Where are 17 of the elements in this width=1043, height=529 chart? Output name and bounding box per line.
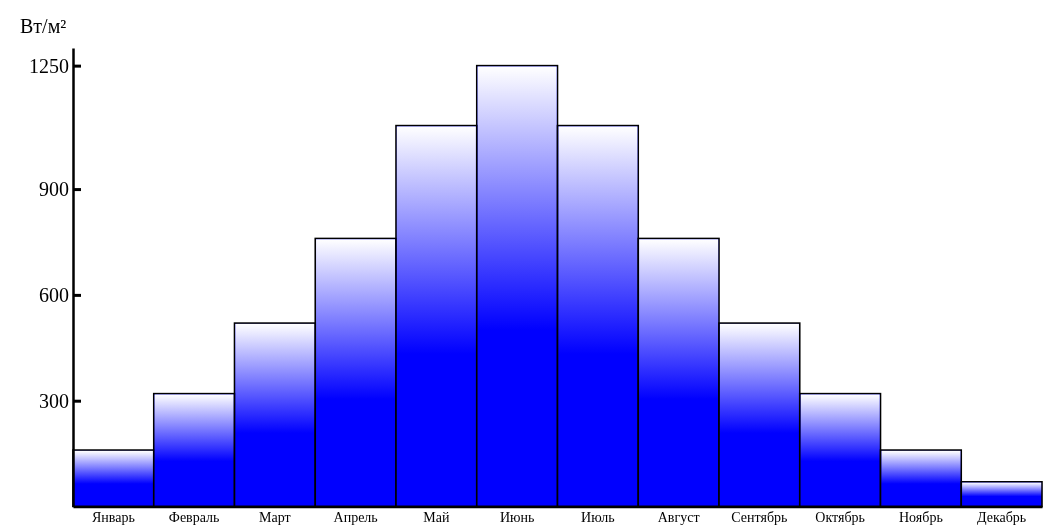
y-tick-label: 300 (39, 389, 69, 412)
y-tick-label: 600 (39, 283, 69, 306)
x-tick-label: Январь (91, 510, 135, 526)
x-tick-label: Май (423, 510, 450, 526)
x-tick-label: Июль (581, 510, 615, 526)
x-tick-label: Август (657, 510, 700, 526)
x-tick-label: Октябрь (815, 510, 865, 526)
x-tick-label: Февраль (168, 510, 220, 526)
y-axis-title: Вт/м² (20, 15, 67, 37)
x-tick-label: Апрель (333, 510, 378, 526)
y-tick-label: 1250 (29, 54, 69, 77)
x-tick-label: Март (259, 510, 291, 526)
x-tick-label: Июнь (499, 510, 535, 526)
y-tick-label: 900 (39, 177, 69, 200)
x-tick-label: Декабрь (977, 510, 1027, 526)
x-tick-label: Ноябрь (898, 510, 943, 526)
x-tick-label: Сентябрь (731, 510, 788, 526)
